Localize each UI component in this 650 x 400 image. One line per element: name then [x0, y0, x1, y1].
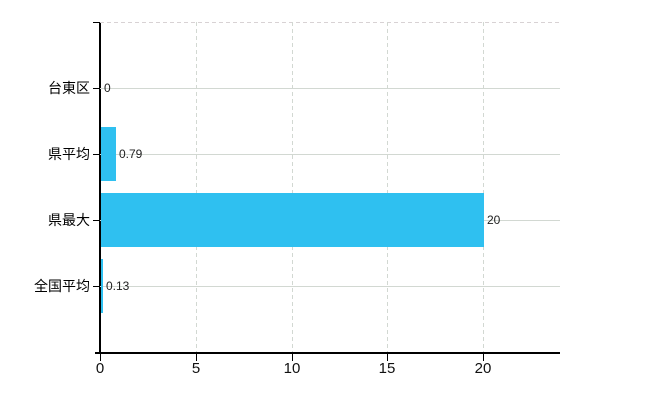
y-axis-tick — [93, 22, 100, 23]
x-axis-tick — [483, 354, 484, 361]
y-axis-tick — [93, 286, 100, 287]
category-label: 全国平均 — [34, 278, 90, 294]
y-axis-tick — [93, 154, 100, 155]
bar — [101, 127, 116, 181]
x-axis-tick — [196, 354, 197, 361]
category-label: 県平均 — [48, 146, 90, 162]
value-label: 0.13 — [106, 279, 130, 293]
category-label: 台東区 — [48, 80, 90, 96]
x-tick-label: 0 — [95, 360, 105, 377]
x-tick-label: 15 — [378, 360, 396, 377]
y-axis-line — [99, 22, 101, 353]
category-label: 県最大 — [48, 212, 90, 228]
vertical-gridline — [196, 22, 197, 352]
x-axis-tick — [292, 354, 293, 361]
x-tick-label: 5 — [191, 360, 201, 377]
plot-top-border — [100, 22, 560, 23]
value-label: 0 — [104, 81, 111, 95]
horizontal-gridline — [100, 88, 560, 89]
vertical-gridline — [387, 22, 388, 352]
horizontal-gridline — [100, 286, 560, 287]
y-axis-tick — [93, 220, 100, 221]
x-axis-line — [95, 352, 560, 354]
x-axis-tick — [100, 354, 101, 361]
bar — [101, 193, 484, 247]
value-label: 20 — [487, 213, 501, 227]
x-tick-label: 10 — [283, 360, 301, 377]
vertical-gridline — [483, 22, 484, 352]
value-label: 0.79 — [119, 147, 143, 161]
x-tick-label: 20 — [474, 360, 492, 377]
horizontal-gridline — [100, 154, 560, 155]
bar — [101, 259, 103, 313]
x-axis-tick — [387, 354, 388, 361]
y-axis-tick — [93, 88, 100, 89]
vertical-gridline — [292, 22, 293, 352]
